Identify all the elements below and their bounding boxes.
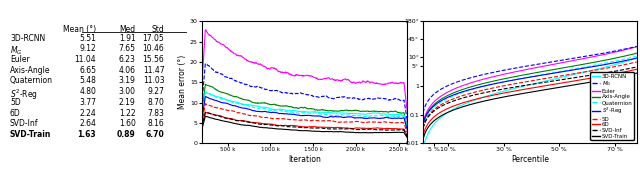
Text: $S^2$-Reg: $S^2$-Reg (10, 87, 38, 102)
Text: 11.04: 11.04 (74, 55, 96, 64)
Text: 5.51: 5.51 (79, 34, 96, 43)
Text: 15.56: 15.56 (143, 55, 164, 64)
Text: 0.89: 0.89 (117, 130, 136, 139)
Text: Med: Med (120, 25, 136, 34)
Text: 11.03: 11.03 (143, 76, 164, 86)
Text: Std: Std (152, 25, 164, 34)
Text: 9.27: 9.27 (148, 87, 164, 96)
Text: 6.23: 6.23 (119, 55, 136, 64)
Legend: 3D-RCNN, $M_G$, Euler, Axis-Angle, Quaternion, $S^2$-Reg, 5D, 6D, SVD-Inf, SVD-T: 3D-RCNN, $M_G$, Euler, Axis-Angle, Quate… (591, 72, 634, 140)
Text: 4.80: 4.80 (79, 87, 96, 96)
Text: 7.65: 7.65 (118, 44, 136, 53)
Text: 3D-RCNN: 3D-RCNN (10, 34, 45, 43)
Text: 3.19: 3.19 (119, 76, 136, 86)
Text: 2.19: 2.19 (119, 98, 136, 107)
Text: 5D: 5D (10, 98, 20, 107)
Text: 6.70: 6.70 (146, 130, 164, 139)
Text: 17.05: 17.05 (143, 34, 164, 43)
Text: Mean (°): Mean (°) (63, 25, 96, 34)
Text: 10.46: 10.46 (143, 44, 164, 53)
Text: 9.12: 9.12 (79, 44, 96, 53)
Text: 1.60: 1.60 (119, 119, 136, 128)
Text: 6D: 6D (10, 109, 20, 118)
Text: Axis-Angle: Axis-Angle (10, 66, 51, 75)
Text: 6.65: 6.65 (79, 66, 96, 75)
Text: 3.00: 3.00 (118, 87, 136, 96)
Text: $M_G$: $M_G$ (10, 44, 22, 57)
Text: Quaternion: Quaternion (10, 76, 53, 86)
Text: 7.83: 7.83 (148, 109, 164, 118)
Text: 2.24: 2.24 (79, 109, 96, 118)
Text: 8.16: 8.16 (148, 119, 164, 128)
Y-axis label: Mean error (°): Mean error (°) (178, 55, 187, 110)
Text: 4.06: 4.06 (118, 66, 136, 75)
Text: 8.70: 8.70 (148, 98, 164, 107)
Text: 5.48: 5.48 (79, 76, 96, 86)
Text: 2.64: 2.64 (79, 119, 96, 128)
Text: Euler: Euler (10, 55, 29, 64)
X-axis label: Iteration: Iteration (288, 155, 321, 164)
Text: 11.47: 11.47 (143, 66, 164, 75)
Text: SVD-Train: SVD-Train (10, 130, 51, 139)
Text: 1.63: 1.63 (77, 130, 96, 139)
Text: SVD-Inf: SVD-Inf (10, 119, 38, 128)
Text: 3.77: 3.77 (79, 98, 96, 107)
Text: 1.91: 1.91 (119, 34, 136, 43)
Text: 1.22: 1.22 (119, 109, 136, 118)
X-axis label: Percentile: Percentile (511, 155, 549, 164)
